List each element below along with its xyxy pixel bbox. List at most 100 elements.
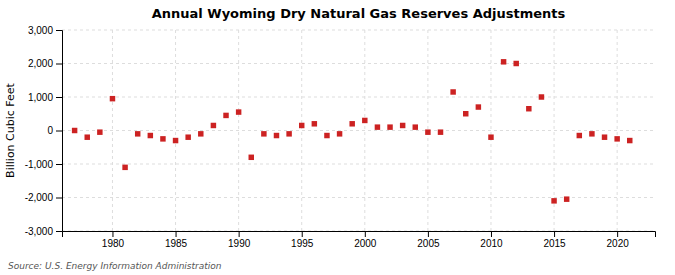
tick-label: 2020: [607, 238, 630, 249]
point: [539, 94, 544, 99]
tick-mark: [428, 231, 429, 237]
tick-label: 1,000: [28, 92, 53, 103]
tick: -1,000: [25, 159, 62, 170]
tick-label: 2,000: [28, 58, 53, 69]
tick: 2005: [417, 231, 440, 249]
point: [450, 89, 455, 94]
points: [72, 59, 633, 204]
point: [614, 136, 619, 141]
grid-line: [62, 97, 655, 98]
chart: 1980 1985 1990 1995 2000 2005 2010 2015 2020 -3,0…: [0, 0, 675, 275]
tick-mark: [56, 131, 62, 132]
title: Annual Wyoming Dry Natural Gas Reserves …: [152, 6, 566, 21]
tick: 1985: [165, 231, 188, 249]
tick-label: 3,000: [28, 25, 53, 36]
point: [400, 123, 405, 128]
tick-label: 1980: [102, 238, 125, 249]
tick-mark: [56, 164, 62, 165]
point: [97, 129, 102, 134]
point: [122, 165, 127, 170]
point: [349, 121, 354, 126]
tick-label: 2005: [417, 238, 440, 249]
point: [425, 129, 430, 134]
point: [488, 134, 493, 139]
point: [463, 111, 468, 116]
tick-label: 2000: [354, 238, 377, 249]
point: [286, 131, 291, 136]
tick: 2000: [354, 231, 377, 249]
grid-line: [62, 30, 655, 31]
point: [261, 131, 266, 136]
point: [526, 106, 531, 111]
tick: 3,000: [28, 25, 62, 36]
point: [299, 123, 304, 128]
annotation: Source: U.S. Energy Information Administ…: [8, 261, 222, 271]
tick-mark: [617, 231, 618, 237]
grid-line: [62, 164, 655, 165]
tick-mark: [176, 231, 177, 237]
point: [337, 131, 342, 136]
point: [564, 196, 569, 201]
tick-mark: [56, 30, 62, 31]
tick-label: 0: [47, 125, 53, 136]
point: [513, 61, 518, 66]
tick: 2015: [543, 231, 566, 249]
tick-label: 2015: [543, 238, 566, 249]
y-axis: -3,000 -2,000 -1,000 0 1,000 2,000 3,000: [25, 25, 63, 237]
x-axis: 1980 1985 1990 1995 2000 2005 2010 2015 2020: [63, 231, 656, 249]
point: [362, 118, 367, 123]
tick-mark: [56, 97, 62, 98]
tick: 1,000: [28, 92, 62, 103]
tick: 1980: [102, 231, 125, 249]
tick-label: -3,000: [25, 226, 54, 237]
tick-label: -1,000: [25, 159, 54, 170]
point: [110, 96, 115, 101]
tick-mark: [112, 231, 113, 237]
grid-line: [175, 30, 176, 231]
point: [223, 113, 228, 118]
point: [589, 131, 594, 136]
tick-label: 2010: [480, 238, 503, 249]
tick-label: 1985: [165, 238, 188, 249]
point: [501, 59, 506, 64]
point: [135, 131, 140, 136]
tick-label: 1995: [291, 238, 314, 249]
point: [198, 131, 203, 136]
plot-area: 1980 1985 1990 1995 2000 2005 2010 2015 2020 -3,0…: [25, 25, 656, 249]
tick-mark: [365, 231, 366, 237]
grid-line: [62, 130, 655, 131]
point: [312, 121, 317, 126]
point: [148, 133, 153, 138]
tick: 0: [47, 125, 62, 136]
tick-mark: [56, 231, 62, 232]
y-axis-label: Billion Cubic Feet: [4, 82, 17, 177]
axis-line: [63, 232, 656, 238]
tick: 1995: [291, 231, 314, 249]
tick: -3,000: [25, 226, 62, 237]
tick: 1990: [228, 231, 251, 249]
point: [185, 134, 190, 139]
tick: 2010: [480, 231, 503, 249]
tick-mark: [239, 231, 240, 237]
point: [551, 198, 556, 203]
point: [476, 104, 481, 109]
point: [438, 129, 443, 134]
tick-label: 1990: [228, 238, 251, 249]
axis-line: [56, 31, 63, 232]
tick-mark: [302, 231, 303, 237]
point: [173, 138, 178, 143]
point: [160, 136, 165, 141]
point: [602, 134, 607, 139]
point: [413, 124, 418, 129]
tick: -2,000: [25, 192, 62, 203]
point: [236, 109, 241, 114]
tick-mark: [554, 231, 555, 237]
point: [84, 134, 89, 139]
tick-mark: [491, 231, 492, 237]
point: [211, 123, 216, 128]
tick-label: -2,000: [25, 192, 54, 203]
grid: [62, 30, 655, 231]
point: [387, 124, 392, 129]
point: [627, 138, 632, 143]
tick: 2,000: [28, 58, 62, 69]
